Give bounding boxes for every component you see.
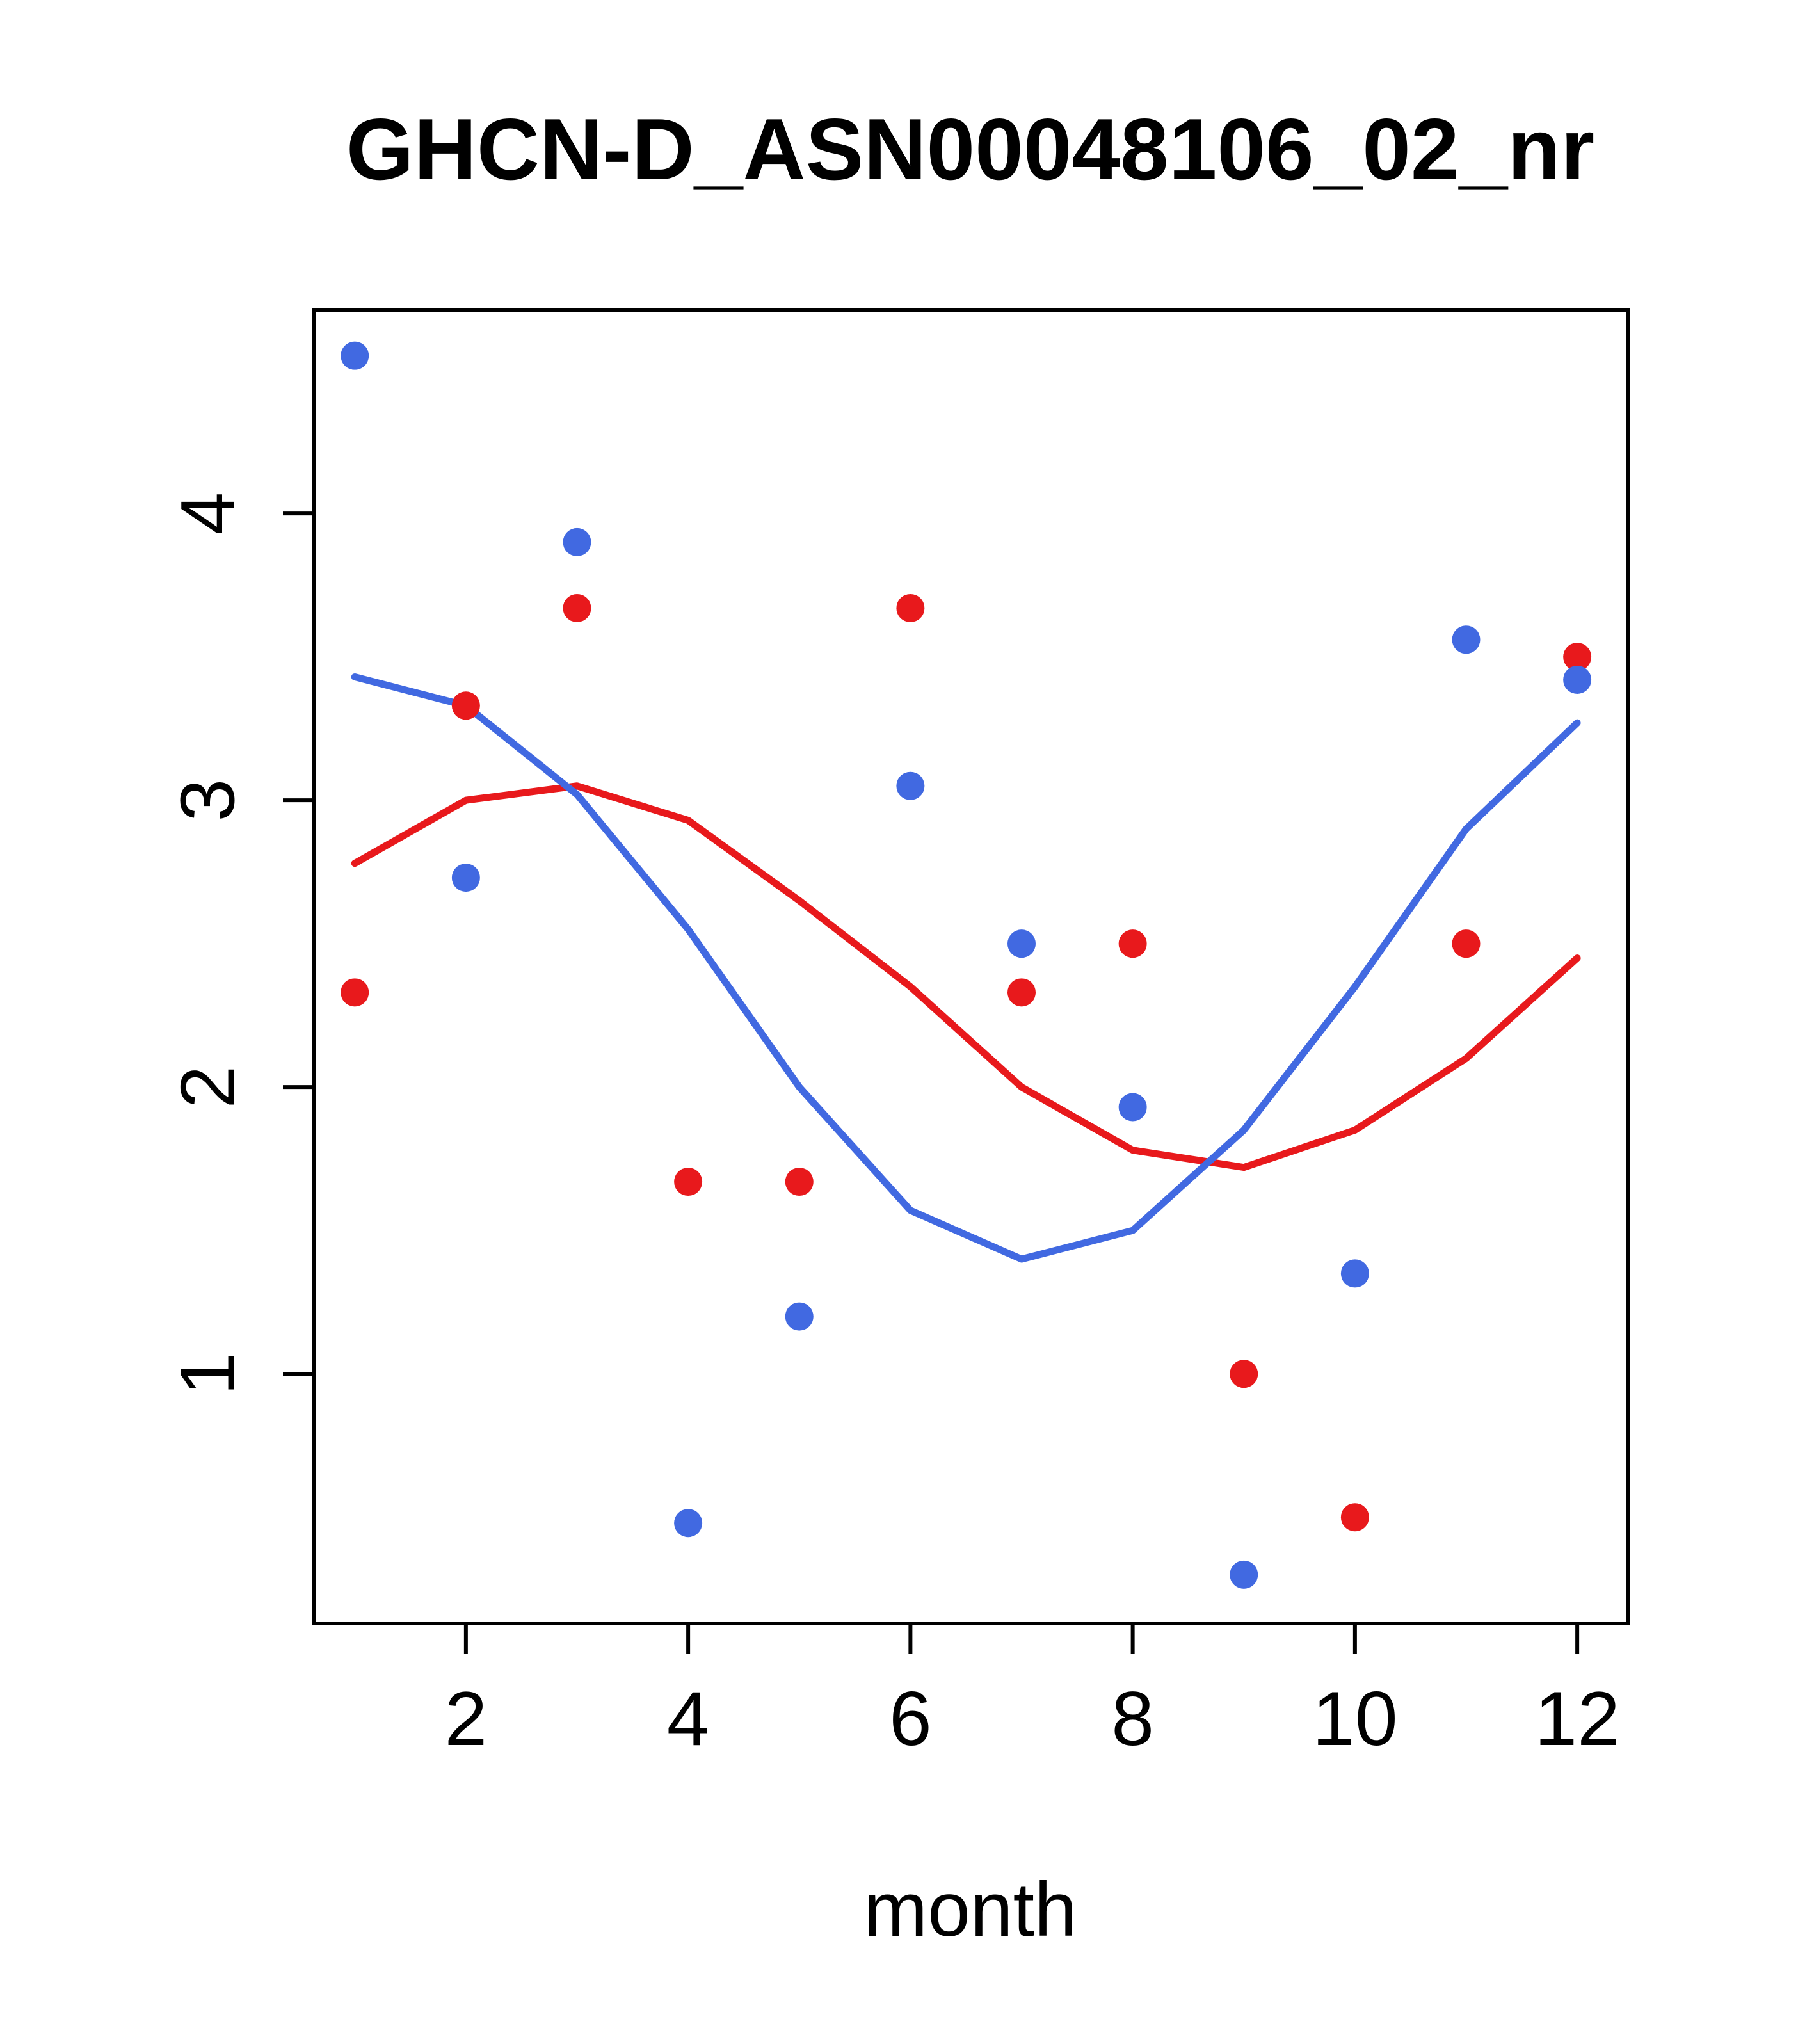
blue-point	[785, 1302, 814, 1331]
x-tick-label: 10	[1312, 1676, 1397, 1762]
blue-point	[451, 864, 480, 892]
red-point	[563, 593, 591, 622]
x-tick-label: 6	[889, 1676, 932, 1762]
red-point	[896, 593, 925, 622]
y-tick-label: 4	[165, 492, 251, 535]
y-tick-label: 1	[165, 1353, 251, 1396]
red-point	[674, 1168, 703, 1196]
x-tick-label: 12	[1534, 1676, 1619, 1762]
red-point	[785, 1168, 814, 1196]
blue-point	[674, 1509, 703, 1538]
x-axis-label: month	[863, 1867, 1077, 1952]
y-tick-label: 3	[165, 779, 251, 822]
red-point	[451, 691, 480, 720]
blue-point	[896, 771, 925, 800]
red-point	[1340, 1503, 1369, 1532]
red-point	[1563, 643, 1592, 672]
red-point	[341, 978, 369, 1007]
x-tick-label: 8	[1111, 1676, 1154, 1762]
red-smooth-line	[351, 782, 1581, 1171]
blue-point	[1563, 665, 1592, 694]
blue-smooth-line	[351, 673, 1581, 1263]
plot-border	[312, 308, 1630, 1625]
blue-point	[1340, 1259, 1369, 1288]
blue-point	[341, 341, 369, 370]
blue-point	[1452, 625, 1481, 654]
blue-point	[1230, 1560, 1258, 1589]
x-tick-label: 4	[667, 1676, 710, 1762]
y-tick-label: 2	[165, 1066, 251, 1109]
red-point	[1230, 1360, 1258, 1388]
x-tick-label: 2	[444, 1676, 487, 1762]
blue-point	[563, 527, 591, 556]
red-point	[1452, 929, 1481, 958]
blue-point	[1118, 1093, 1147, 1122]
blue-point	[1007, 929, 1036, 958]
chart-title: GHCN-D_ASN00048106_02_nr	[346, 101, 1594, 198]
red-point	[1118, 929, 1147, 958]
red-point	[1007, 978, 1036, 1007]
